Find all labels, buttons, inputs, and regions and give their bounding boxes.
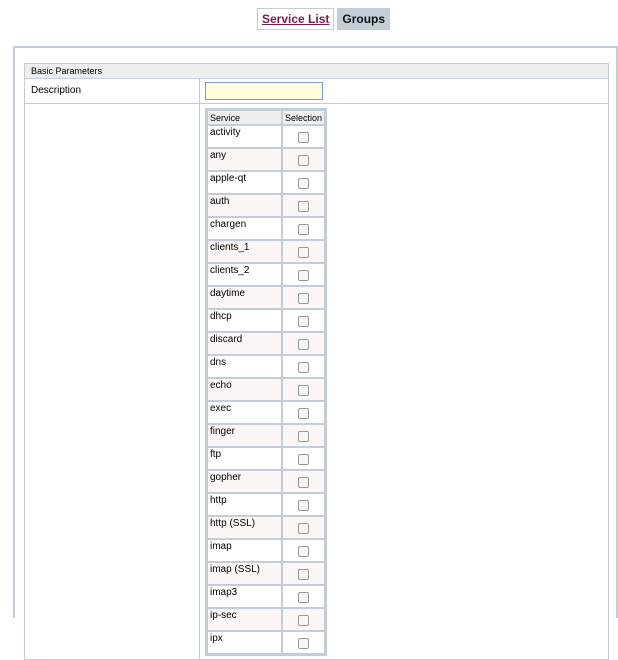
table-row: any [207, 148, 326, 171]
selection-checkbox[interactable] [298, 546, 310, 557]
service-name: clients_1 [207, 240, 282, 263]
selection-checkbox[interactable] [298, 592, 310, 603]
service-name: clients_2 [207, 263, 282, 286]
table-row: ip-sec [207, 608, 326, 631]
service-name: activity [207, 125, 282, 148]
service-name: imap [207, 539, 282, 562]
service-name: dhcp [207, 309, 282, 332]
selection-checkbox[interactable] [298, 569, 310, 580]
selection-column-header: Selection [282, 110, 326, 125]
table-row: daytime [207, 286, 326, 309]
service-name: http [207, 493, 282, 516]
selection-checkbox[interactable] [298, 270, 310, 281]
selection-checkbox[interactable] [298, 385, 310, 396]
service-name: discard [207, 332, 282, 355]
description-input[interactable] [205, 82, 323, 100]
service-name: auth [207, 194, 282, 217]
selection-checkbox[interactable] [298, 523, 310, 534]
table-row: imap (SSL) [207, 562, 326, 585]
selection-checkbox[interactable] [298, 339, 310, 350]
selection-checkbox[interactable] [298, 132, 310, 143]
selection-checkbox[interactable] [298, 224, 310, 235]
selection-checkbox[interactable] [298, 454, 310, 465]
section-title: Basic Parameters [25, 64, 608, 79]
table-row: echo [207, 378, 326, 401]
table-row: clients_1 [207, 240, 326, 263]
services-table: Service Selection activity any apple-qt aut… [205, 108, 328, 656]
service-name: daytime [207, 286, 282, 309]
service-column-header: Service [207, 110, 282, 125]
tab-bar: Service List Groups [257, 8, 391, 30]
table-row: imap [207, 539, 326, 562]
table-row: auth [207, 194, 326, 217]
service-name: ip-sec [207, 608, 282, 631]
table-row: ftp [207, 447, 326, 470]
service-name: http (SSL) [207, 516, 282, 539]
table-row: imap3 [207, 585, 326, 608]
selection-checkbox[interactable] [298, 247, 310, 258]
selection-checkbox[interactable] [298, 408, 310, 419]
service-name: ftp [207, 447, 282, 470]
content-panel: Basic Parameters Description Service Sel… [13, 46, 618, 660]
service-name: exec [207, 401, 282, 424]
selection-checkbox[interactable] [298, 201, 310, 212]
selection-checkbox[interactable] [298, 477, 310, 488]
selection-checkbox[interactable] [298, 155, 310, 166]
table-row: dhcp [207, 309, 326, 332]
service-name: dns [207, 355, 282, 378]
service-name: any [207, 148, 282, 171]
table-row: ipx [207, 631, 326, 654]
table-row: discard [207, 332, 326, 355]
selection-checkbox[interactable] [298, 293, 310, 304]
service-name: imap (SSL) [207, 562, 282, 585]
service-name: ipx [207, 631, 282, 654]
table-row: http (SSL) [207, 516, 326, 539]
table-row: chargen [207, 217, 326, 240]
table-row: clients_2 [207, 263, 326, 286]
table-row: apple-qt [207, 171, 326, 194]
selection-checkbox[interactable] [298, 615, 310, 626]
selection-checkbox[interactable] [298, 316, 310, 327]
table-row: dns [207, 355, 326, 378]
service-name: gopher [207, 470, 282, 493]
tab-service-list[interactable]: Service List [257, 8, 335, 30]
description-label: Description [25, 79, 200, 103]
selection-checkbox[interactable] [298, 431, 310, 442]
service-name: echo [207, 378, 282, 401]
selection-checkbox[interactable] [298, 500, 310, 511]
table-row: http [207, 493, 326, 516]
service-name: imap3 [207, 585, 282, 608]
selection-checkbox[interactable] [298, 638, 310, 649]
table-row: gopher [207, 470, 326, 493]
table-row: exec [207, 401, 326, 424]
service-name: chargen [207, 217, 282, 240]
service-name: finger [207, 424, 282, 447]
table-row: activity [207, 125, 326, 148]
selection-checkbox[interactable] [298, 178, 310, 189]
basic-parameters-table: Basic Parameters Description Service Sel… [24, 63, 609, 660]
tab-groups[interactable]: Groups [337, 8, 391, 30]
table-row: finger [207, 424, 326, 447]
service-name: apple-qt [207, 171, 282, 194]
selection-checkbox[interactable] [298, 362, 310, 373]
